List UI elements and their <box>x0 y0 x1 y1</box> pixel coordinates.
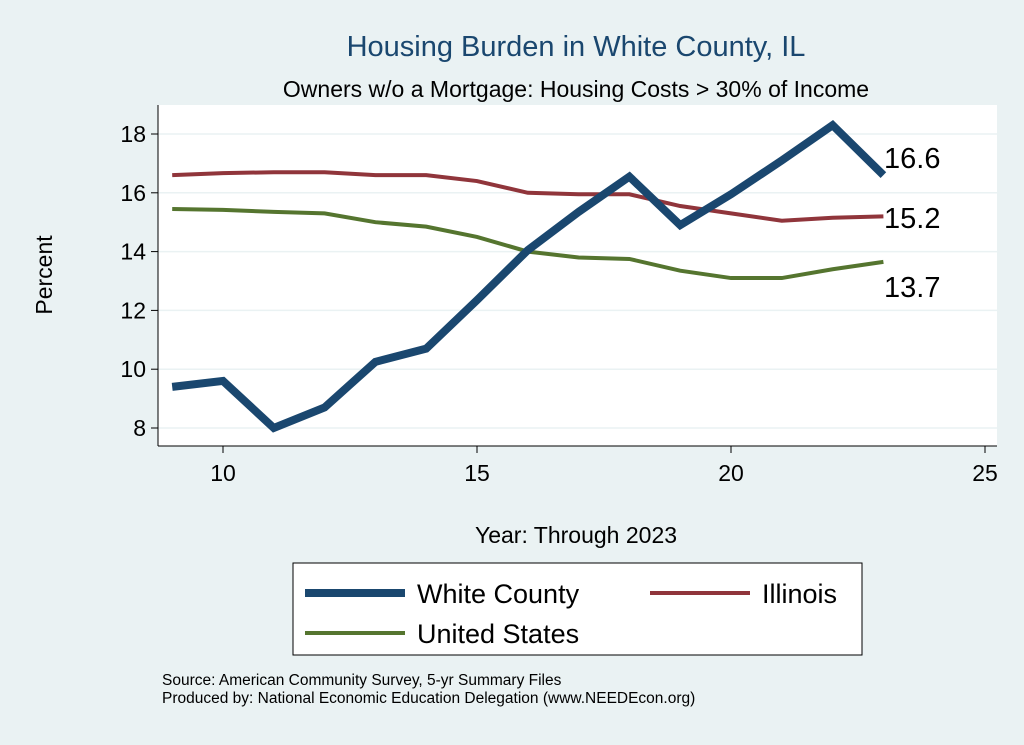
x-tick-label: 15 <box>464 460 490 486</box>
legend <box>292 562 863 656</box>
plot-area <box>158 105 997 446</box>
y-tick-label: 18 <box>120 121 146 147</box>
y-axis-label: Percent <box>31 235 57 315</box>
x-tick-label: 25 <box>972 460 998 486</box>
legend-label: White County <box>417 579 580 609</box>
y-tick-label: 16 <box>120 180 146 206</box>
y-tick-label: 10 <box>120 356 146 382</box>
legend-label: United States <box>417 619 579 649</box>
chart-subtitle: Owners w/o a Mortgage: Housing Costs > 3… <box>283 76 869 102</box>
y-tick-label: 14 <box>120 239 146 265</box>
x-tick-label: 10 <box>210 460 236 486</box>
x-axis-label: Year: Through 2023 <box>475 522 677 548</box>
producer-note: Produced by: National Economic Education… <box>162 690 696 707</box>
end-label: 13.7 <box>884 272 940 304</box>
legend-label: Illinois <box>762 579 837 609</box>
x-tick-label: 20 <box>718 460 744 486</box>
end-label: 15.2 <box>884 203 940 235</box>
chart-title: Housing Burden in White County, IL <box>347 31 806 63</box>
end-label: 16.6 <box>884 143 940 175</box>
source-note: Source: American Community Survey, 5-yr … <box>162 672 562 689</box>
y-tick-label: 8 <box>133 415 146 441</box>
y-tick-label: 12 <box>120 297 146 323</box>
